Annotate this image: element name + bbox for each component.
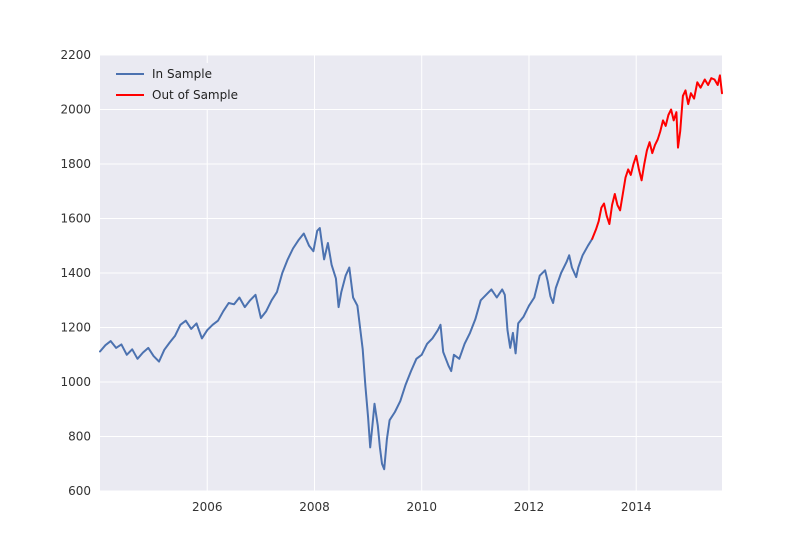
series-layer [99,74,723,471]
y-tick-label: 1200 [60,321,91,335]
y-tick-label: 1800 [60,157,91,171]
grid [100,54,722,492]
legend-box [112,63,252,109]
y-tick-label: 2200 [60,48,91,62]
x-axis: 2006 2008 2010 2012 2014 [192,500,652,514]
y-tick-label: 600 [68,484,91,498]
y-axis: 600 800 1000 1200 1400 1600 1800 2000 2200 [60,48,91,498]
y-tick-label: 1000 [60,375,91,389]
y-tick-label: 1400 [60,266,91,280]
x-tick-label: 2010 [406,500,437,514]
x-tick-label: 2012 [514,500,545,514]
legend-label-out-of-sample: Out of Sample [152,88,238,102]
y-tick-label: 2000 [60,103,91,117]
x-tick-label: 2014 [621,500,652,514]
legend: In Sample Out of Sample [112,63,252,109]
legend-label-in-sample: In Sample [152,67,212,81]
y-tick-label: 1600 [60,212,91,226]
x-tick-label: 2006 [192,500,223,514]
series-line-in-sample [99,227,594,471]
series-line-out-of-sample [591,74,723,240]
y-tick-label: 800 [68,430,91,444]
x-tick-label: 2008 [299,500,330,514]
